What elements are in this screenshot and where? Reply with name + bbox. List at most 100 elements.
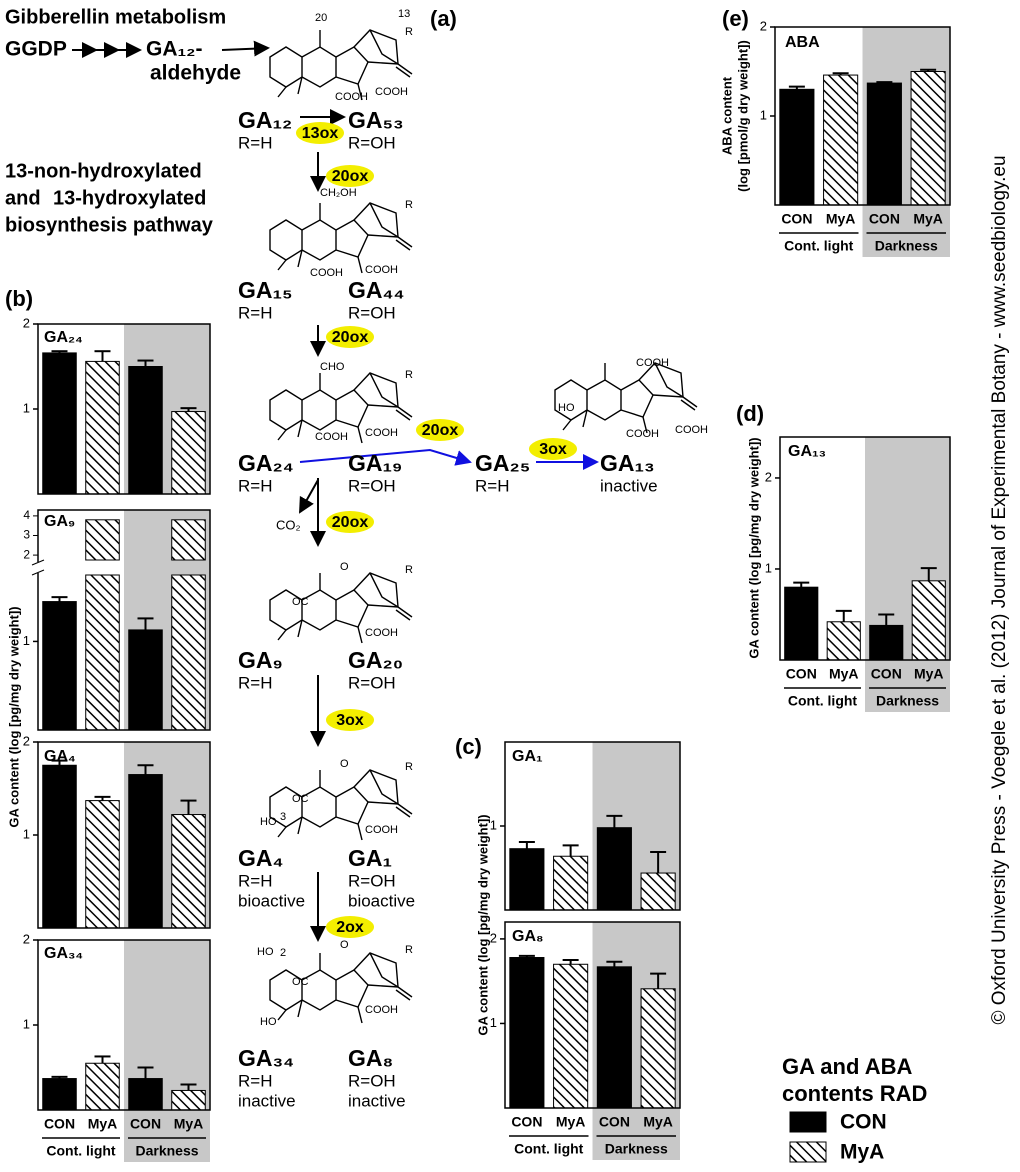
pathway-arrows	[72, 40, 599, 942]
y-tick-label: 2	[765, 469, 772, 484]
pathway-text: 3ox	[336, 712, 364, 729]
pathway-text: inactive	[238, 1091, 296, 1110]
bar	[171, 814, 206, 929]
pathway-text: R=H	[238, 476, 272, 495]
pathway-text: GA₉	[238, 647, 283, 673]
y-tick-label: 3	[23, 528, 30, 542]
bar	[826, 621, 861, 661]
x-tick-label: CON	[511, 1114, 542, 1130]
x-tick-label: CON	[599, 1114, 630, 1130]
y-tick-label: 1	[23, 826, 30, 841]
x-tick-label: MyA	[829, 666, 859, 682]
legend-title: GA and ABA	[782, 1054, 912, 1079]
atom-label: COOH	[375, 86, 408, 98]
x-tick-label: MyA	[826, 211, 856, 227]
y-tick-label: 1	[23, 1016, 30, 1031]
atom-label: CHO	[320, 361, 345, 373]
pathway-text: R=OH	[348, 871, 396, 890]
atom-label: R	[405, 26, 413, 38]
atom-label: COOH	[675, 424, 708, 436]
bar	[910, 71, 946, 206]
subplot-label: GA₉	[44, 513, 75, 530]
pathway-text: 13ox	[302, 125, 339, 142]
bar	[42, 1078, 77, 1111]
pathway-text: GA₈	[348, 1045, 393, 1071]
pathway-text: GA₂₅	[475, 450, 530, 476]
bar	[784, 586, 819, 661]
bar	[869, 624, 904, 661]
group-label: Darkness	[875, 238, 938, 254]
bar	[171, 574, 206, 731]
x-tick-label: MyA	[914, 666, 944, 682]
pathway-text: GGDP	[5, 38, 67, 61]
enzyme-badge	[326, 511, 374, 533]
atom-label: R	[405, 564, 413, 576]
y-tick-label: 2	[490, 930, 497, 945]
atom-label: O	[340, 561, 349, 573]
plot-frame	[37, 509, 211, 731]
legend-title: contents RAD	[782, 1081, 927, 1106]
atom-label: COOH	[315, 431, 348, 443]
atom-label: COOH	[365, 264, 398, 276]
atom-label: R	[405, 369, 413, 381]
bar-upper	[85, 519, 120, 561]
enzyme-badge	[326, 916, 374, 938]
atom-label: R	[405, 199, 413, 211]
atom-label: COOH	[365, 627, 398, 639]
x-tick-label: MyA	[643, 1114, 673, 1130]
group-label: Cont. light	[514, 1141, 584, 1157]
atom-label: R	[405, 761, 413, 773]
bar	[42, 764, 77, 929]
bar	[596, 827, 632, 911]
subplot-label: GA₂₄	[44, 329, 83, 346]
enzyme-badge	[529, 438, 577, 460]
bar	[85, 360, 120, 495]
pathway-text: R=OH	[348, 303, 396, 322]
axis-break	[32, 562, 44, 573]
pathway-text: biosynthesis pathway	[5, 214, 214, 236]
atom-label: CH₂OH	[320, 187, 357, 199]
pathway-text: bioactive	[238, 891, 305, 910]
pathway-text: R=H	[475, 476, 509, 495]
bar	[640, 872, 676, 911]
y-axis-label: (log [pmol/g dry weight])	[735, 40, 750, 192]
pathway-text: GA₁	[348, 845, 392, 871]
enzyme-badge	[326, 709, 374, 731]
break-mark	[31, 569, 45, 576]
bar	[553, 963, 589, 1109]
atom-label: HO	[558, 402, 575, 414]
bar	[128, 366, 163, 495]
y-axis-label: GA content (log [pg/mg dry weight])	[746, 437, 761, 658]
bar	[640, 988, 676, 1109]
y-tick-label: 2	[23, 733, 30, 748]
atom-label: HO	[257, 946, 274, 958]
x-tick-label: CON	[869, 211, 900, 227]
panel-label: (e)	[722, 6, 749, 31]
y-axis-label: GA content (log [pg/mg dry weight])	[475, 814, 490, 1035]
bar	[128, 1078, 163, 1111]
y-tick-label: 2	[23, 547, 30, 561]
subplot-label: GA₁₃	[788, 443, 826, 460]
pathway-text: 13-non-hydroxylated	[5, 160, 202, 182]
x-tick-label: MyA	[174, 1116, 204, 1132]
dark-shade	[124, 940, 210, 1162]
bar	[553, 855, 589, 911]
subplot-label: GA₃₄	[44, 945, 83, 962]
x-tick-label: CON	[781, 211, 812, 227]
bar	[85, 1062, 120, 1111]
pathway-text: bioactive	[348, 891, 415, 910]
bar	[42, 352, 77, 495]
bar	[128, 629, 163, 731]
copyright: © Oxford University Press - Voegele et a…	[989, 155, 1010, 1024]
atom-label: OC	[292, 976, 309, 988]
atom-label: COOH	[365, 1004, 398, 1016]
y-tick-label: 1	[490, 817, 497, 832]
atom-label: 13	[398, 8, 410, 20]
bar-upper	[171, 519, 206, 561]
x-tick-label: CON	[786, 666, 817, 682]
bar	[171, 411, 206, 495]
pathway-text: CO₂	[276, 517, 301, 532]
y-axis-label: GA content (log [pg/mg dry weight])	[6, 606, 21, 827]
pathway-text: GA₄	[238, 845, 283, 871]
